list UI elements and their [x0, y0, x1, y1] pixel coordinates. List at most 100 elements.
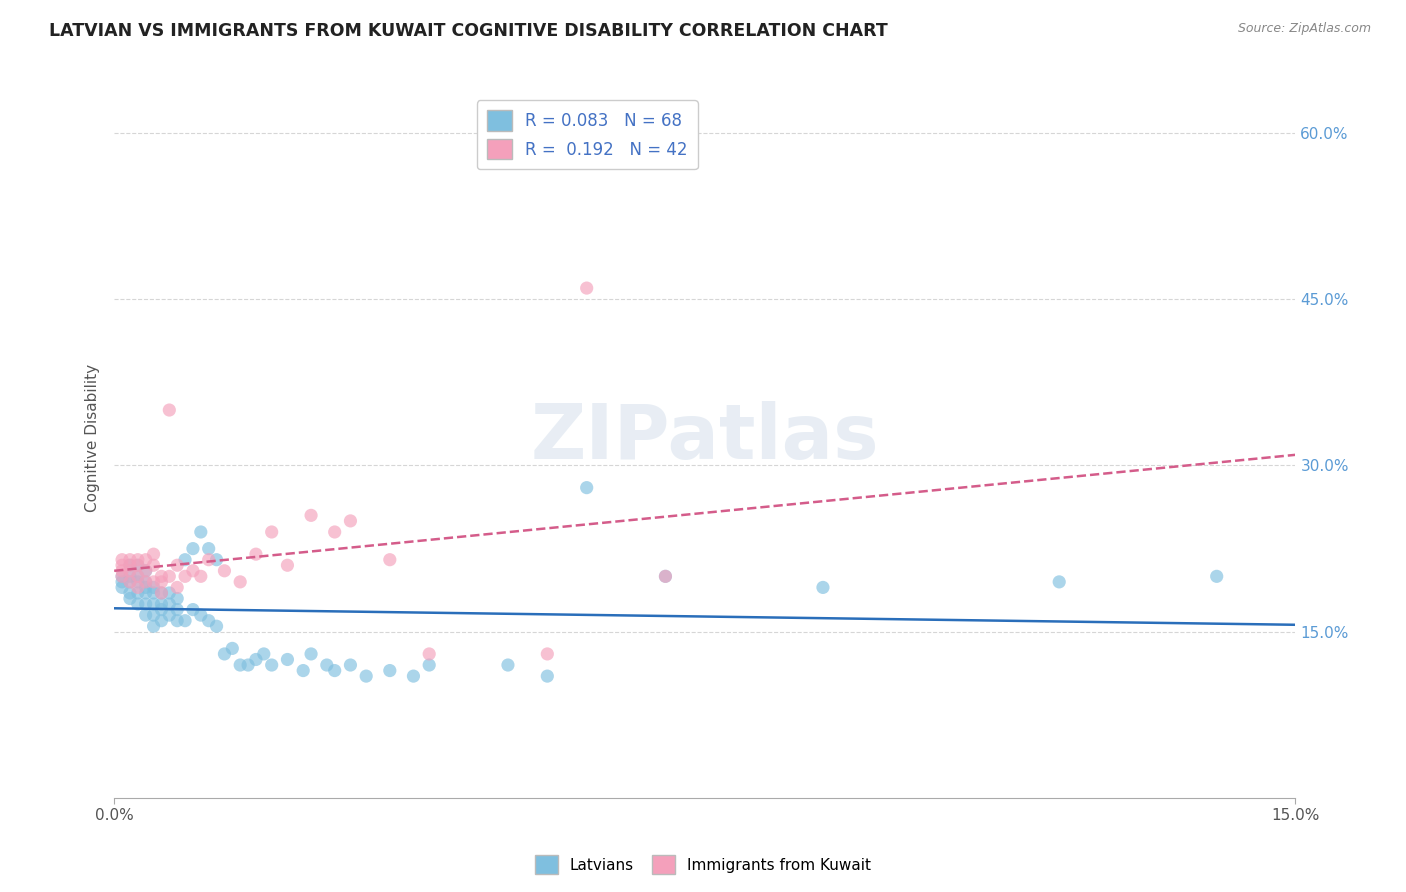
- Point: [575, 481, 598, 495]
- Point: [166, 591, 188, 606]
- Point: [118, 558, 141, 573]
- Point: [157, 597, 180, 611]
- Point: [142, 574, 165, 589]
- Point: [127, 581, 149, 595]
- Point: [339, 658, 361, 673]
- Point: [214, 564, 236, 578]
- Point: [197, 541, 219, 556]
- Point: [299, 647, 322, 661]
- Point: [197, 614, 219, 628]
- Point: [142, 558, 165, 573]
- Point: [135, 574, 157, 589]
- Point: [214, 647, 236, 661]
- Point: [174, 614, 197, 628]
- Point: [229, 658, 252, 673]
- Point: [190, 608, 212, 623]
- Point: [111, 574, 134, 589]
- Point: [150, 574, 173, 589]
- Point: [157, 403, 180, 417]
- Point: [111, 569, 134, 583]
- Point: [150, 597, 173, 611]
- Point: [157, 586, 180, 600]
- Point: [181, 564, 204, 578]
- Text: ZIPatlas: ZIPatlas: [530, 401, 879, 475]
- Point: [157, 569, 180, 583]
- Point: [260, 524, 283, 539]
- Point: [150, 586, 173, 600]
- Point: [127, 558, 149, 573]
- Point: [245, 547, 267, 561]
- Point: [150, 569, 173, 583]
- Point: [229, 574, 252, 589]
- Point: [536, 647, 558, 661]
- Point: [118, 552, 141, 566]
- Point: [118, 558, 141, 573]
- Point: [260, 658, 283, 673]
- Point: [166, 558, 188, 573]
- Point: [402, 669, 425, 683]
- Point: [111, 581, 134, 595]
- Point: [174, 552, 197, 566]
- Point: [142, 586, 165, 600]
- Point: [135, 586, 157, 600]
- Point: [150, 602, 173, 616]
- Point: [111, 564, 134, 578]
- Point: [135, 574, 157, 589]
- Point: [127, 552, 149, 566]
- Point: [496, 658, 519, 673]
- Point: [127, 569, 149, 583]
- Point: [292, 664, 315, 678]
- Point: [323, 664, 346, 678]
- Point: [135, 564, 157, 578]
- Point: [536, 669, 558, 683]
- Point: [378, 552, 401, 566]
- Point: [111, 558, 134, 573]
- Point: [276, 652, 298, 666]
- Point: [190, 524, 212, 539]
- Point: [1047, 574, 1070, 589]
- Point: [118, 574, 141, 589]
- Point: [127, 569, 149, 583]
- Point: [811, 581, 834, 595]
- Point: [157, 608, 180, 623]
- Point: [127, 597, 149, 611]
- Point: [135, 564, 157, 578]
- Point: [323, 524, 346, 539]
- Point: [118, 574, 141, 589]
- Point: [654, 569, 676, 583]
- Point: [111, 569, 134, 583]
- Point: [111, 552, 134, 566]
- Point: [276, 558, 298, 573]
- Point: [236, 658, 259, 673]
- Point: [118, 586, 141, 600]
- Point: [127, 586, 149, 600]
- Point: [1205, 569, 1227, 583]
- Point: [575, 281, 598, 295]
- Point: [166, 581, 188, 595]
- Point: [142, 619, 165, 633]
- Point: [150, 586, 173, 600]
- Point: [205, 619, 228, 633]
- Point: [205, 552, 228, 566]
- Point: [118, 591, 141, 606]
- Point: [142, 547, 165, 561]
- Y-axis label: Cognitive Disability: Cognitive Disability: [86, 364, 100, 512]
- Point: [654, 569, 676, 583]
- Text: Source: ZipAtlas.com: Source: ZipAtlas.com: [1237, 22, 1371, 36]
- Point: [190, 569, 212, 583]
- Text: LATVIAN VS IMMIGRANTS FROM KUWAIT COGNITIVE DISABILITY CORRELATION CHART: LATVIAN VS IMMIGRANTS FROM KUWAIT COGNIT…: [49, 22, 889, 40]
- Point: [181, 602, 204, 616]
- Point: [174, 569, 197, 583]
- Point: [245, 652, 267, 666]
- Point: [142, 581, 165, 595]
- Point: [135, 608, 157, 623]
- Point: [127, 558, 149, 573]
- Point: [253, 647, 276, 661]
- Point: [197, 552, 219, 566]
- Point: [166, 614, 188, 628]
- Point: [118, 569, 141, 583]
- Point: [166, 602, 188, 616]
- Point: [135, 552, 157, 566]
- Point: [315, 658, 337, 673]
- Point: [418, 658, 440, 673]
